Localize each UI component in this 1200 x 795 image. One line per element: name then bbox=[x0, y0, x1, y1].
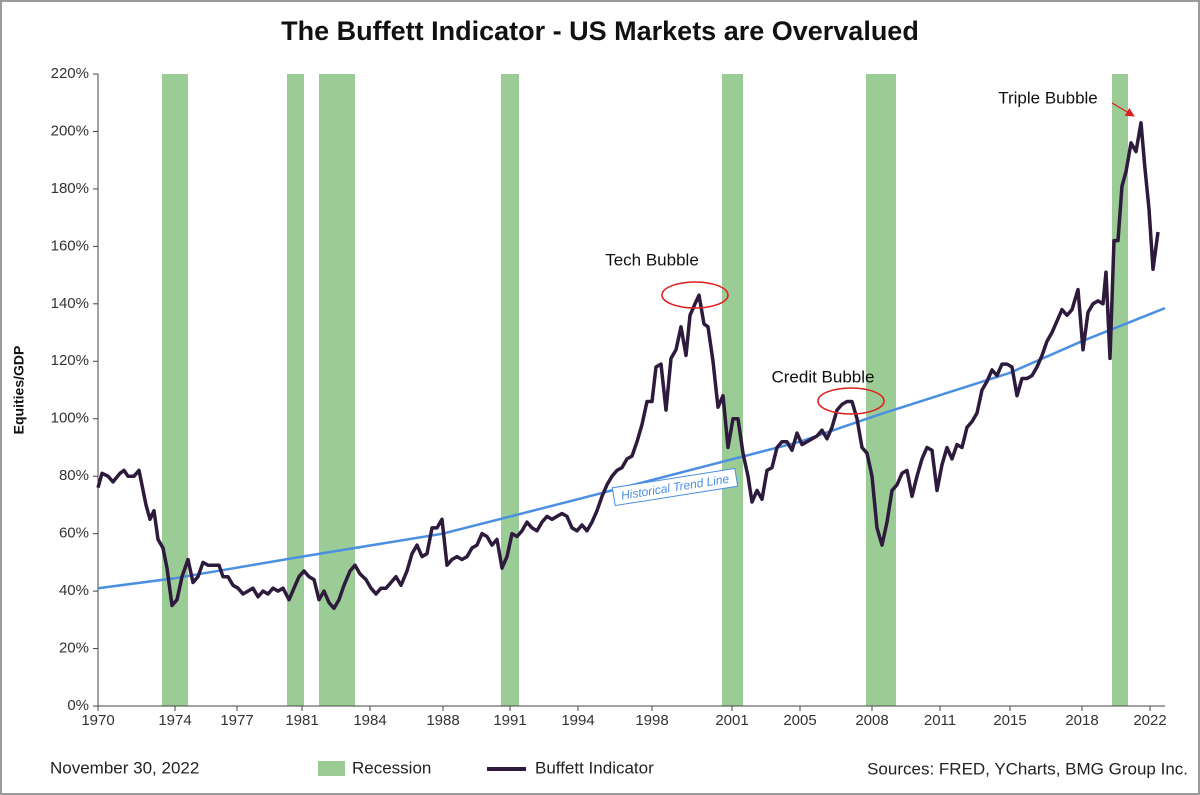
x-tick-label: 2015 bbox=[993, 712, 1026, 729]
source-note: Sources: FRED, YCharts, BMG Group Inc. bbox=[867, 759, 1188, 778]
annotation-arrow bbox=[1111, 102, 1135, 117]
x-tick-label: 2022 bbox=[1133, 712, 1166, 729]
y-tick-label: 60% bbox=[59, 525, 89, 542]
recession-band bbox=[319, 74, 355, 706]
y-tick-label: 0% bbox=[67, 697, 89, 714]
x-tick-label: 1984 bbox=[353, 712, 386, 729]
y-tick-label: 180% bbox=[51, 180, 89, 197]
x-tick-label: 2018 bbox=[1065, 712, 1098, 729]
x-tick-label: 1974 bbox=[158, 712, 191, 729]
indicator-line bbox=[96, 121, 1160, 611]
x-tick-label: 1998 bbox=[635, 712, 668, 729]
y-tick-label: 220% bbox=[51, 65, 89, 82]
trend-label-box bbox=[611, 467, 739, 507]
trend-line bbox=[97, 306, 1166, 590]
y-tick-label: 20% bbox=[59, 640, 89, 657]
recession-band bbox=[722, 74, 743, 706]
legend-label: Buffett Indicator bbox=[535, 758, 654, 777]
x-tick-label: 1981 bbox=[285, 712, 318, 729]
annotation-circle bbox=[817, 387, 885, 415]
y-tick-label: 40% bbox=[59, 582, 89, 599]
annotation-circle bbox=[661, 281, 729, 309]
x-tick-label: 1994 bbox=[561, 712, 594, 729]
y-tick-label: 100% bbox=[51, 410, 89, 427]
y-axis-label: Equities/GDP bbox=[11, 346, 27, 435]
x-tick-label: 1977 bbox=[220, 712, 253, 729]
date-note: November 30, 2022 bbox=[50, 758, 199, 777]
x-tick-label: 2005 bbox=[783, 712, 816, 729]
y-tick-label: 120% bbox=[51, 352, 89, 369]
annotation: Tech Bubble bbox=[605, 250, 699, 269]
legend-label: Recession bbox=[352, 758, 431, 777]
x-tick-label: 2001 bbox=[715, 712, 748, 729]
x-tick-label: 2011 bbox=[924, 712, 956, 729]
y-tick-label: 160% bbox=[51, 237, 89, 254]
annotation: Credit Bubble bbox=[771, 367, 874, 386]
recession-band bbox=[1112, 74, 1128, 706]
x-tick-label: 1970 bbox=[81, 712, 114, 729]
legend-swatch bbox=[318, 761, 345, 776]
y-tick-label: 80% bbox=[59, 467, 89, 484]
x-tick-label: 1988 bbox=[426, 712, 459, 729]
x-tick-label: 2008 bbox=[855, 712, 888, 729]
chart-title: The Buffett Indicator - US Markets are O… bbox=[281, 16, 919, 46]
y-tick-label: 200% bbox=[51, 122, 89, 139]
recession-band bbox=[501, 74, 519, 706]
y-tick-label: 140% bbox=[51, 295, 89, 312]
recession-band bbox=[162, 74, 188, 706]
annotation: Triple Bubble bbox=[998, 88, 1098, 107]
recession-band bbox=[287, 74, 304, 706]
x-tick-label: 1991 bbox=[493, 712, 526, 729]
